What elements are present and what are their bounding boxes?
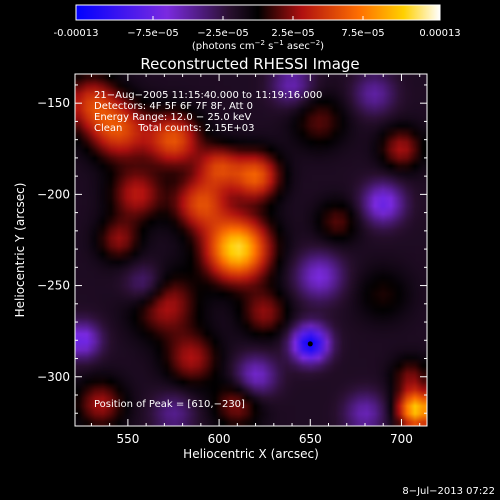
plot-frame <box>74 73 428 427</box>
colorbar-tick-label: −2.5e−05 <box>197 28 249 39</box>
x-tick-label: 650 <box>299 432 322 446</box>
x-tick-label: 600 <box>208 432 231 446</box>
y-tick-label: −300 <box>37 370 70 384</box>
heatmap-image <box>75 74 427 426</box>
colorbar-tick-label: −7.5e−05 <box>127 28 179 39</box>
y-tick-label: −150 <box>37 96 70 110</box>
colorbar: -0.00013 −7.5e−05 −2.5e−05 2.5e−05 7.5e−05 0.… <box>54 4 461 52</box>
y-tick-label: −200 <box>37 187 70 201</box>
colorbar-bar <box>75 4 441 21</box>
plot-area: 550 600 650 700 −150 −200 −250 −300 <box>37 73 428 446</box>
colorbar-tick-label: 2.5e−05 <box>271 28 314 39</box>
y-axis-label: Heliocentric Y (arcsec) <box>13 183 27 318</box>
y-tick-label: −250 <box>37 279 70 293</box>
min-marker-dot <box>307 341 313 347</box>
x-axis-label: Heliocentric X (arcsec) <box>183 447 319 461</box>
peak-position-label: Position of Peak = [610,−230] <box>94 399 245 410</box>
minimum-marker <box>307 341 313 347</box>
observation-info: 21−Aug−2005 11:15:40.000 to 11:19:16.000… <box>94 90 322 410</box>
axis-ticks: 550 600 650 700 −150 −200 −250 −300 <box>37 74 427 446</box>
info-line-counts: Clean Total counts: 2.15E+03 <box>94 123 254 134</box>
colorbar-tick-label: 7.5e−05 <box>341 28 384 39</box>
info-line-energy: Energy Range: 12.0 − 25.0 keV <box>94 112 251 123</box>
x-tick-label: 550 <box>116 432 139 446</box>
footer-date: 8−Jul−2013 07:22 <box>402 486 495 497</box>
x-tick-label: 700 <box>390 432 413 446</box>
colorbar-tick-label: 0.00013 <box>419 28 460 39</box>
colorbar-tick-label: -0.00013 <box>54 28 99 39</box>
chart-title: Reconstructed RHESSI Image <box>140 55 359 73</box>
info-line-time: 21−Aug−2005 11:15:40.000 to 11:19:16.000 <box>94 90 322 101</box>
colorbar-ticks: -0.00013 −7.5e−05 −2.5e−05 2.5e−05 7.5e−05 0.… <box>54 16 461 39</box>
info-line-detectors: Detectors: 4F 5F 6F 7F 8F, Att 0 <box>94 101 253 112</box>
colorbar-units: (photons cm−2 s−1 asec−2) <box>192 39 324 52</box>
